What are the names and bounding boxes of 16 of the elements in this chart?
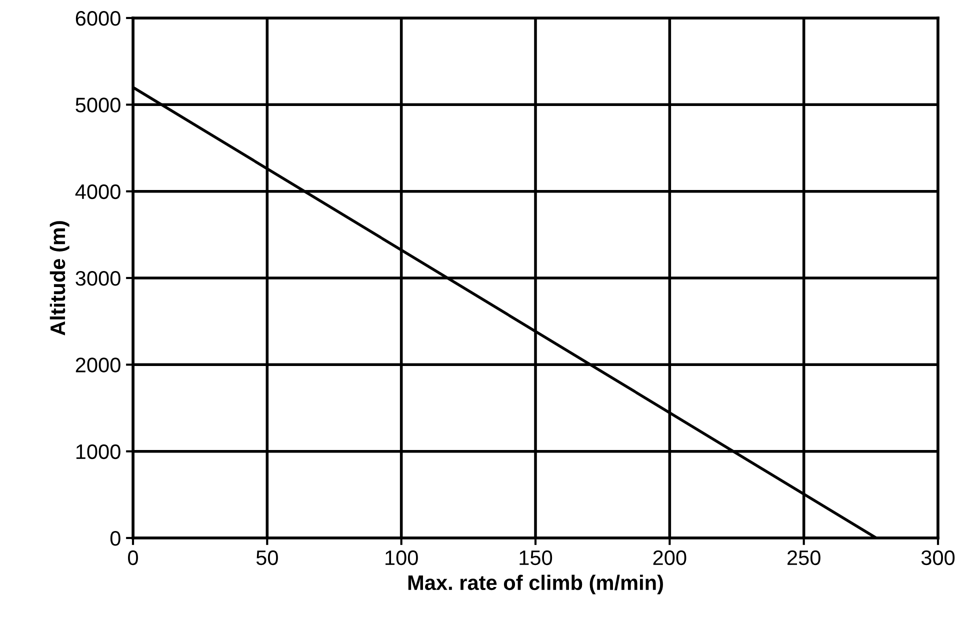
y-tick-label: 4000 bbox=[75, 184, 120, 200]
y-tick-label: 5000 bbox=[76, 98, 120, 112]
y-tick-label: 0 bbox=[110, 531, 120, 546]
y-axis-title: Altitude (m) bbox=[50, 221, 70, 336]
x-axis-title: Max. rate of climb (m/min) bbox=[408, 574, 663, 594]
y-tick-label: 3000 bbox=[76, 271, 120, 286]
x-tick-label: 200 bbox=[653, 550, 686, 566]
y-tick-label: 1000 bbox=[76, 444, 120, 460]
x-tick-label: 300 bbox=[921, 550, 955, 566]
x-tick-label: 100 bbox=[386, 550, 418, 566]
y-tick-label: 6000 bbox=[76, 11, 120, 26]
x-tick-label: 0 bbox=[128, 550, 138, 566]
x-tick-label: 150 bbox=[520, 550, 552, 566]
y-tick-label: 2000 bbox=[76, 358, 120, 372]
x-tick-label: 250 bbox=[788, 550, 820, 566]
x-tick-label: 50 bbox=[256, 550, 278, 566]
